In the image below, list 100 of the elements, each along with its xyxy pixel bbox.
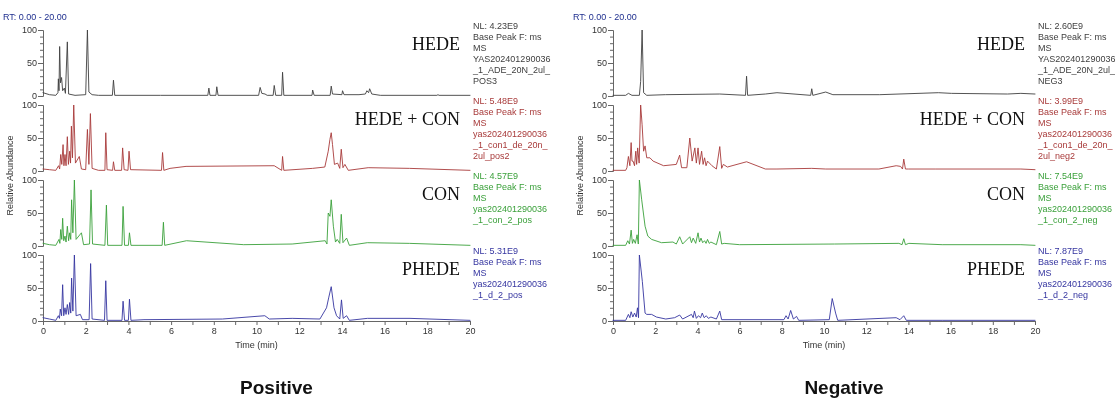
line-series [612, 179, 1036, 246]
x-tick-label: 8 [211, 326, 217, 337]
text: NL: 5.31E9 [473, 246, 519, 256]
y-tick-label: 100 [21, 250, 37, 261]
text: Base Peak F: ms [1038, 257, 1108, 267]
text: CON [421, 184, 460, 204]
y-axis-title: Relative Abundance [575, 135, 585, 216]
y-tick-label: 50 [596, 208, 607, 219]
text: _1_ADE_20N_2ul_ [1037, 65, 1115, 75]
x-tick-label: 0 [40, 326, 47, 337]
y-tick-label: 0 [601, 166, 607, 177]
x-tick-label: 0 [610, 326, 617, 337]
text: 2ul_neg2 [1038, 151, 1076, 161]
y-tick-label: 100 [591, 100, 607, 111]
y-tick-label: 100 [21, 100, 37, 111]
y-tick-label: 0 [31, 91, 37, 102]
text: PHEDE [402, 259, 460, 279]
y-tick-label: 50 [26, 58, 37, 69]
text: MS [1038, 43, 1052, 53]
chart-subtitle: RT: 0.00 - 20.00 [573, 12, 637, 22]
text: NL: 2.60E9 [1038, 21, 1084, 31]
text: MS [473, 193, 487, 203]
y-tick-label: 0 [31, 241, 37, 252]
x-tick-label: 14 [337, 326, 348, 337]
x-tick-label: 12 [294, 326, 305, 337]
series-label: HEDE + CON [354, 109, 460, 129]
text: 2ul_pos2 [473, 151, 510, 161]
text: MS [473, 118, 487, 128]
text: MS [473, 268, 487, 278]
text: Base Peak F: ms [1038, 182, 1108, 192]
text: _1_con_2_pos [472, 215, 533, 225]
x-tick-label: 14 [903, 326, 914, 337]
text: _1_d_2_pos [472, 290, 524, 300]
text: MS [1038, 268, 1052, 278]
x-tick-label: 2 [83, 326, 89, 337]
y-tick-label: 0 [601, 316, 607, 327]
x-tick-label: 16 [380, 326, 391, 337]
text: Base Peak F: ms [473, 182, 543, 192]
text: HEDE [977, 34, 1025, 54]
x-tick-label: 8 [779, 326, 785, 337]
x-tick-label: 18 [422, 326, 433, 337]
text: yas202401290036 [473, 204, 548, 214]
text: MS [1038, 118, 1052, 128]
text: PHEDE [967, 259, 1025, 279]
text: CON [986, 184, 1025, 204]
y-tick-label: 100 [591, 175, 607, 186]
line-series [42, 104, 471, 171]
text: yas202401290036 [1038, 129, 1113, 139]
text: _1_ADE_20N_2ul_ [472, 65, 552, 75]
text: Base Peak F: ms [1038, 107, 1108, 117]
y-tick-label: 50 [596, 58, 607, 69]
x-axis-title: Time (min) [235, 340, 278, 350]
text: MS [473, 43, 487, 53]
line-series [42, 254, 471, 321]
y-tick-label: 0 [31, 166, 37, 177]
y-tick-label: 50 [596, 283, 607, 294]
line-series [612, 29, 1036, 96]
x-tick-label: 12 [861, 326, 872, 337]
text: _1_con_2_neg [1037, 215, 1098, 225]
text: yas202401290036 [1038, 279, 1113, 289]
text: NL: 4.23E9 [473, 21, 519, 31]
x-tick-label: 4 [126, 326, 132, 337]
x-tick-label: 2 [653, 326, 659, 337]
text: yas202401290036 [473, 129, 548, 139]
text: Base Peak F: ms [473, 107, 543, 117]
text: NL: 3.99E9 [1038, 96, 1084, 106]
text: YAS202401290036 [1038, 54, 1115, 64]
x-tick-label: 6 [737, 326, 743, 337]
text: Positive [240, 377, 313, 398]
line-series [42, 179, 471, 246]
line-series [612, 254, 1036, 321]
x-tick-label: 18 [988, 326, 999, 337]
y-tick-label: 0 [31, 316, 37, 327]
x-tick-label: 16 [946, 326, 957, 337]
text: yas202401290036 [473, 279, 548, 289]
text: Base Peak F: ms [473, 32, 543, 42]
text: NL: 4.57E9 [473, 171, 519, 181]
text: _1_con1_de_20n_ [1037, 140, 1114, 150]
y-tick-label: 0 [601, 241, 607, 252]
text: POS3 [473, 76, 498, 86]
y-tick-label: 50 [26, 133, 37, 144]
y-tick-label: 0 [601, 91, 607, 102]
series-label: HEDE + CON [919, 109, 1025, 129]
text: _1_con1_de_20n_ [472, 140, 549, 150]
text: yas202401290036 [1038, 204, 1113, 214]
y-tick-label: 50 [26, 208, 37, 219]
text: NEG3 [1038, 76, 1063, 86]
text: NL: 5.48E9 [473, 96, 519, 106]
line-series [42, 29, 471, 96]
line-series [612, 104, 1036, 171]
x-axis-title: Time (min) [802, 340, 846, 350]
y-tick-label: 100 [591, 25, 607, 36]
text: _1_d_2_neg [1037, 290, 1089, 300]
text: HEDE [412, 34, 460, 54]
x-tick-label: 6 [169, 326, 175, 337]
y-tick-label: 50 [26, 283, 37, 294]
x-tick-label: 20 [465, 326, 476, 337]
text: MS [1038, 193, 1052, 203]
text: YAS202401290036 [473, 54, 551, 64]
y-axis-title: Relative Abundance [5, 135, 15, 216]
